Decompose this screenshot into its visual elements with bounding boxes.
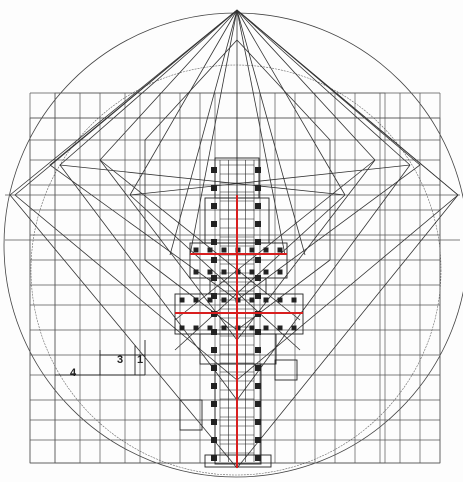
inner-circle	[30, 64, 442, 476]
plan-pier	[277, 269, 283, 275]
plan-pier	[211, 239, 217, 245]
plan-pier	[291, 325, 297, 331]
apex-ray	[169, 9, 238, 256]
apex-ray	[236, 9, 286, 256]
plan-pier	[207, 297, 213, 303]
label-three: 3	[117, 354, 124, 366]
plan-pier	[193, 247, 199, 253]
plan-pier	[255, 239, 261, 245]
plan-pier	[211, 329, 217, 335]
apex-ray	[236, 9, 376, 161]
converging-line	[59, 164, 238, 401]
plan-pier	[277, 325, 283, 331]
diagonal-line	[174, 194, 346, 351]
plan-pier	[255, 257, 261, 263]
plan-pier	[277, 247, 283, 253]
plan-pier	[255, 455, 261, 461]
plan-side-chapel	[274, 359, 298, 381]
apex-ray	[99, 9, 238, 161]
plan-pier	[211, 203, 217, 209]
converging-line	[9, 194, 238, 469]
plan-pier	[263, 269, 269, 275]
plan-pier	[255, 347, 261, 353]
plan-pier	[211, 257, 217, 263]
plan-pier	[211, 275, 217, 281]
converging-line	[236, 164, 411, 401]
cross-line	[59, 164, 346, 196]
plan-pier	[221, 269, 227, 275]
plan-pier	[211, 419, 217, 425]
apex-ray	[236, 9, 306, 256]
plan-pier	[221, 247, 227, 253]
plan-pier	[207, 269, 213, 275]
plan-pier	[255, 275, 261, 281]
plan-pier	[255, 437, 261, 443]
plan-pier	[255, 167, 261, 173]
plan-pier	[255, 365, 261, 371]
plan-pier	[193, 269, 199, 275]
outer-circle	[3, 12, 463, 478]
plan-pier	[211, 365, 217, 371]
plan-pier	[207, 325, 213, 331]
plan-pier	[249, 247, 255, 253]
diagonal-line	[174, 159, 376, 321]
apex-ray	[189, 9, 238, 256]
plan-pier	[249, 269, 255, 275]
plan-pier	[255, 401, 261, 407]
plan-pier	[211, 221, 217, 227]
plan-pier	[211, 383, 217, 389]
plan-pier	[255, 293, 261, 299]
plan-pier	[221, 325, 227, 331]
plan-pier	[255, 329, 261, 335]
plan-pier	[211, 455, 217, 461]
label-four: 4	[70, 367, 77, 379]
plan-pier	[255, 221, 261, 227]
plan-pier	[255, 185, 261, 191]
plan-pier	[249, 297, 255, 303]
plan-pier	[263, 325, 269, 331]
plan-pier	[255, 383, 261, 389]
label-one: 1	[137, 354, 144, 366]
plan-pier	[211, 167, 217, 173]
plan-pier	[211, 185, 217, 191]
plan-pier	[263, 247, 269, 253]
floor-plan	[55, 157, 304, 468]
apex-ray	[59, 9, 238, 166]
plan-pier	[263, 297, 269, 303]
plan-pier	[221, 297, 227, 303]
plan-pier	[211, 347, 217, 353]
plan-pier	[255, 419, 261, 425]
apex-ray	[129, 9, 238, 196]
plan-pier	[211, 293, 217, 299]
plan-pier	[291, 297, 297, 303]
plan-pier	[207, 247, 213, 253]
plan-pier	[249, 325, 255, 331]
plan-pier	[179, 325, 185, 331]
plan-pier	[255, 203, 261, 209]
apex-ray	[236, 9, 346, 196]
apex-ray	[9, 9, 238, 196]
plan-pier	[193, 297, 199, 303]
apex-ray	[236, 9, 411, 166]
converging-line	[99, 159, 238, 341]
diagonal-line	[99, 159, 301, 321]
plan-pier	[179, 297, 185, 303]
plan-pier	[211, 437, 217, 443]
plan-pier	[193, 325, 199, 331]
cross-line	[129, 164, 411, 196]
plan-pier	[277, 297, 283, 303]
converging-line	[236, 194, 459, 469]
diagonal-line	[129, 194, 301, 351]
apex-ray	[236, 9, 459, 196]
plan-pier	[211, 401, 217, 407]
plan-side-chapel	[179, 399, 203, 431]
converging-line	[236, 159, 376, 341]
